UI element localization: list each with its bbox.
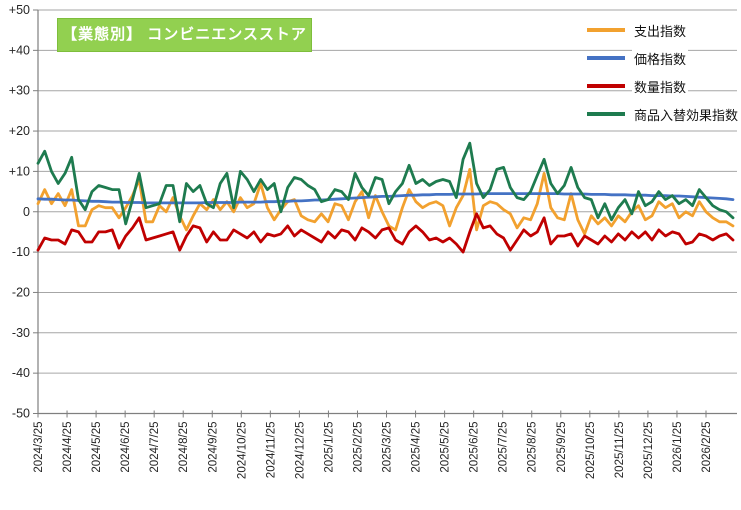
x-tick-label: 2025/7/25 — [498, 422, 510, 473]
x-tick-label: 2025/10/25 — [585, 422, 597, 480]
x-tick-label: 2025/3/25 — [382, 422, 394, 473]
x-tick-label: 2025/9/25 — [556, 422, 568, 473]
legend-item-quantity-index: 数量指数 — [586, 76, 740, 96]
x-tick-label: 2025/2/25 — [352, 422, 364, 473]
y-tick-label: +20 — [9, 124, 30, 138]
quantity-line-swatch — [586, 84, 625, 88]
y-tick-label: +30 — [9, 84, 30, 98]
x-tick-labels: 2024/3/25 2024/4/25 2024/5/25 2024/6/25 2024… — [33, 422, 713, 480]
x-tick-label: 2024/4/25 — [62, 422, 74, 473]
legend-item-expenditure-index: 支出指数 — [586, 20, 740, 40]
legend: 支出指数 価格指数 数量指数 商品入替効果指数 — [586, 20, 740, 132]
x-tick-label: 2024/8/25 — [178, 422, 190, 473]
y-tick-label: +40 — [9, 43, 30, 57]
legend-item-product-substitution-index: 商品入替効果指数 — [586, 104, 740, 124]
y-tick-label: -30 — [12, 326, 30, 340]
series-line-商品入替効果指数 — [36, 141, 735, 226]
legend-item-price-index: 価格指数 — [586, 48, 740, 68]
x-tick-label: 2025/1/25 — [323, 422, 335, 473]
y-tick-label: +10 — [9, 164, 30, 178]
y-tick-label: -10 — [12, 245, 30, 259]
y-tick-label: -50 — [12, 407, 30, 421]
x-tick-label: 2026/1/25 — [672, 422, 684, 473]
y-tick-label: -20 — [12, 285, 30, 299]
x-tick-label: 2024/9/25 — [207, 422, 219, 473]
axes — [37, 10, 737, 418]
x-tick-label: 2025/4/25 — [411, 422, 423, 473]
x-tick-label: 2025/12/25 — [643, 422, 655, 480]
x-tick-label: 2024/6/25 — [120, 422, 132, 473]
legend-label-price-index: 価格指数 — [631, 48, 688, 68]
x-tick-label: 2025/5/25 — [440, 422, 452, 473]
y-tick-label: +50 — [9, 3, 30, 17]
x-tick-label: 2025/6/25 — [469, 422, 481, 473]
series-line-支出指数 — [36, 167, 735, 236]
x-tick-label: 2024/3/25 — [33, 422, 45, 473]
x-tick-label: 2024/11/25 — [265, 422, 277, 479]
x-tick-label: 2026/2/25 — [701, 422, 713, 473]
y-tick-labels: +50 +40 +30 +20 +10 0 -10 -20 -30 -40 -50 — [9, 3, 30, 421]
x-tick-label: 2024/10/25 — [236, 422, 248, 480]
x-tick-label: 2024/7/25 — [149, 422, 161, 473]
x-tick-label: 2024/5/25 — [91, 422, 103, 473]
y-tick-label: 0 — [23, 205, 30, 219]
y-tick-label: -40 — [12, 366, 30, 380]
price-line-swatch — [586, 56, 625, 60]
chart-title: 【業態別】 コンビニエンスストア — [57, 18, 312, 52]
expenditure-line-swatch — [586, 28, 625, 32]
legend-label-quantity-index: 数量指数 — [631, 76, 688, 96]
series-lines — [36, 141, 735, 254]
product-substitution-line-swatch — [586, 112, 625, 116]
x-tick-label: 2024/12/25 — [294, 422, 306, 480]
x-tick-label: 2025/8/25 — [527, 422, 539, 473]
series-line-数量指数 — [36, 212, 735, 254]
x-tick-label: 2025/11/25 — [614, 422, 626, 479]
legend-label-product-substitution-index: 商品入替効果指数 — [631, 104, 740, 124]
legend-label-expenditure-index: 支出指数 — [631, 20, 688, 40]
